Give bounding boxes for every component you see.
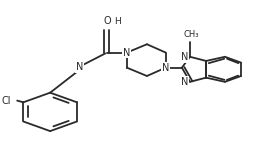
Text: N: N (162, 63, 169, 73)
Text: Cl: Cl (2, 96, 11, 106)
Text: O: O (103, 16, 111, 26)
Text: H: H (114, 17, 121, 26)
Text: N: N (123, 48, 131, 58)
Text: N: N (181, 52, 189, 62)
Text: CH₃: CH₃ (183, 30, 199, 39)
Text: N: N (181, 77, 189, 87)
Text: N: N (76, 62, 84, 72)
